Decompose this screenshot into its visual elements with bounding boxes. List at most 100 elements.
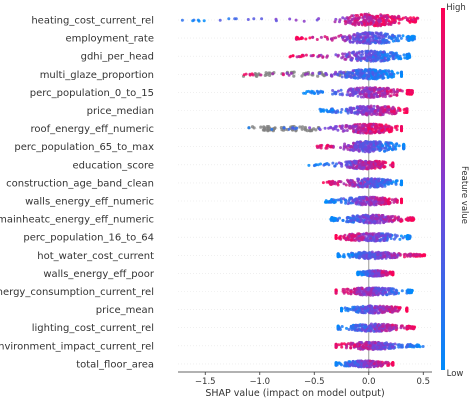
shap-value-dot — [377, 127, 380, 130]
shap-value-dot — [235, 17, 238, 20]
shap-value-dot — [368, 95, 371, 98]
shap-value-dot — [359, 71, 362, 74]
shap-value-dot — [374, 125, 377, 128]
shap-value-dot — [389, 271, 392, 274]
shap-value-dot — [392, 219, 395, 222]
shap-value-dot — [368, 75, 371, 78]
shap-value-dot — [358, 287, 361, 290]
shap-value-dot — [339, 146, 342, 149]
shap-value-dot — [352, 130, 355, 133]
missing-value-dot — [292, 75, 295, 78]
shap-value-dot — [391, 164, 394, 167]
shap-value-dot — [364, 52, 367, 55]
shap-value-dot — [387, 148, 390, 151]
shap-value-dot — [352, 69, 355, 72]
shap-value-dot — [395, 289, 398, 292]
shap-value-dot — [370, 93, 373, 96]
shap-value-dot — [227, 17, 230, 20]
shap-value-dot — [355, 165, 358, 168]
shap-value-dot — [382, 274, 385, 277]
shap-value-dot — [368, 71, 371, 74]
shap-value-dot — [379, 110, 382, 113]
shap-value-dot — [345, 346, 348, 349]
shap-value-dot — [351, 306, 354, 309]
shap-value-dot — [357, 252, 360, 255]
shap-value-dot — [341, 92, 344, 95]
shap-value-dot — [363, 90, 366, 93]
shap-value-dot — [344, 35, 347, 38]
missing-value-dot — [300, 74, 303, 77]
shap-value-dot — [376, 142, 379, 145]
shap-value-dot — [391, 198, 394, 201]
shap-value-dot — [332, 219, 335, 222]
shap-value-dot — [386, 33, 389, 36]
shap-value-dot — [357, 290, 360, 293]
shap-value-dot — [377, 253, 380, 256]
shap-value-dot — [408, 291, 411, 294]
shap-value-dot — [344, 202, 347, 205]
shap-value-dot — [376, 237, 379, 240]
shap-value-dot — [390, 70, 393, 73]
shap-value-dot — [344, 22, 347, 25]
shap-value-dot — [392, 88, 395, 91]
shap-value-dot — [380, 129, 383, 132]
shap-value-dot — [406, 325, 409, 328]
shap-value-dot — [359, 182, 362, 185]
shap-value-dot — [376, 184, 379, 187]
shap-value-dot — [351, 327, 354, 330]
shap-value-dot — [382, 109, 385, 112]
shap-value-dot — [356, 218, 359, 221]
shap-value-dot — [371, 125, 374, 128]
shap-value-dot — [406, 18, 409, 21]
shap-value-dot — [355, 255, 358, 258]
shap-value-dot — [368, 77, 371, 80]
shap-value-dot — [370, 22, 373, 25]
shap-value-dot — [375, 203, 378, 206]
shap-value-dot — [394, 256, 397, 259]
shap-value-dot — [363, 57, 366, 60]
shap-value-dot — [370, 308, 373, 311]
shap-value-dot — [375, 272, 378, 275]
shap-value-dot — [361, 162, 364, 165]
shap-value-dot — [369, 150, 372, 153]
shap-value-dot — [326, 147, 329, 150]
shap-value-dot — [400, 71, 403, 74]
shap-value-dot — [376, 59, 379, 62]
shap-value-dot — [403, 53, 406, 56]
shap-value-dot — [394, 146, 397, 149]
shap-value-dot — [353, 291, 356, 294]
shap-value-dot — [379, 88, 382, 91]
shap-value-dot — [348, 328, 351, 331]
shap-value-dot — [378, 149, 381, 152]
shap-value-dot — [313, 164, 316, 167]
shap-value-dot — [353, 23, 356, 26]
shap-value-dot — [400, 218, 403, 221]
shap-value-dot — [376, 109, 379, 112]
shap-value-dot — [303, 20, 306, 23]
shap-value-dot — [396, 72, 399, 75]
shap-value-dot — [366, 309, 369, 312]
shap-value-dot — [393, 238, 396, 241]
shap-value-dot — [414, 253, 417, 256]
shap-value-dot — [396, 109, 399, 112]
shap-value-dot — [385, 73, 388, 76]
shap-value-dot — [360, 291, 363, 294]
shap-value-dot — [369, 198, 372, 201]
shap-value-dot — [381, 201, 384, 204]
shap-value-dot — [331, 108, 334, 111]
shap-value-dot — [410, 36, 413, 39]
shap-value-dot — [324, 72, 327, 75]
shap-value-dot — [343, 237, 346, 240]
shap-value-dot — [357, 325, 360, 328]
shap-value-dot — [252, 74, 255, 77]
shap-value-dot — [334, 127, 337, 130]
shap-value-dot — [391, 15, 394, 18]
shap-value-dot — [347, 91, 350, 94]
shap-value-dot — [375, 148, 378, 151]
shap-value-dot — [373, 89, 376, 92]
shap-value-dot — [370, 143, 373, 146]
shap-value-dot — [371, 71, 374, 74]
shap-value-dot — [378, 130, 381, 133]
shap-value-dot — [365, 196, 368, 199]
shap-value-dot — [376, 95, 379, 98]
